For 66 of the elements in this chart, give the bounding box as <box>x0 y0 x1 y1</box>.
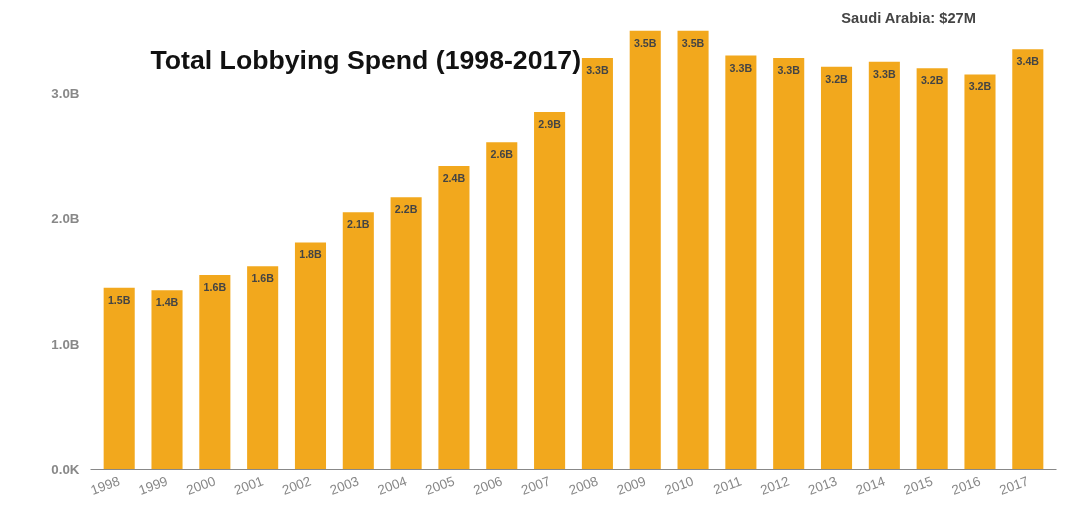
data-label: 3.3B <box>729 61 753 74</box>
data-label: 3.5B <box>633 36 657 49</box>
bar <box>677 30 709 470</box>
x-tick-label: 2017 <box>997 473 1031 498</box>
text: Saudi Arabia: $27M <box>841 9 976 26</box>
x-tick-label: 2008 <box>566 473 600 498</box>
data-label: 1.5B <box>107 293 131 306</box>
x-tick-label: 2000 <box>184 473 218 498</box>
bar <box>103 287 135 470</box>
bar <box>773 58 805 470</box>
data-label: 1.4B <box>155 296 179 309</box>
x-tick-label: 1999 <box>136 473 170 498</box>
bar <box>581 58 613 470</box>
bar <box>390 197 422 470</box>
bar <box>151 290 183 470</box>
bar <box>725 55 757 470</box>
x-tick-label: 2015 <box>901 473 935 498</box>
x-tick-label: 2012 <box>758 473 792 498</box>
data-label: 2.4B <box>442 171 466 184</box>
x-tick-label: 2004 <box>375 473 410 498</box>
data-label: 2.2B <box>394 203 418 216</box>
bar <box>247 266 279 470</box>
bar <box>820 66 853 470</box>
bar <box>438 165 470 470</box>
x-tick-label: 2006 <box>471 473 505 498</box>
bar <box>294 242 327 470</box>
bar <box>342 212 374 470</box>
y-tick-label: 3.0B <box>51 85 80 101</box>
bar <box>916 68 948 470</box>
data-label: 1.6B <box>203 281 227 294</box>
bar <box>964 74 996 470</box>
data-label: 2.6B <box>490 148 514 161</box>
y-tick-label: 0.0K <box>51 462 80 477</box>
data-label: 3.4B <box>1016 55 1040 68</box>
data-label: 1.8B <box>299 248 323 261</box>
x-tick-label: 2002 <box>280 473 314 498</box>
x-tick-label: 2009 <box>614 473 648 498</box>
x-tick-label: 2016 <box>949 473 983 498</box>
bar <box>534 112 566 470</box>
data-label: 3.3B <box>586 64 609 77</box>
x-tick-label: 2001 <box>232 473 266 498</box>
bar <box>1012 49 1044 470</box>
data-label: 3.2B <box>825 72 849 85</box>
bar <box>629 30 661 470</box>
y-tick-label: 2.0B <box>51 211 80 227</box>
y-tick-label: 1.0B <box>51 336 80 352</box>
bar <box>486 142 518 470</box>
data-label: 2.9B <box>538 118 562 131</box>
x-tick-label: 1998 <box>88 473 122 498</box>
data-label: 3.3B <box>873 67 896 80</box>
data-label: 1.6B <box>251 272 275 285</box>
x-tick-label: 2003 <box>327 473 361 498</box>
bar <box>868 61 900 470</box>
x-tick-label: 2014 <box>853 473 888 498</box>
x-tick-label: 2005 <box>423 473 457 498</box>
data-label: 3.2B <box>968 80 992 93</box>
text: Total Lobbying Spend (1998-2017) <box>150 44 582 75</box>
x-tick-label: 2013 <box>806 473 840 498</box>
x-tick-label: 2011 <box>711 473 744 498</box>
data-label: 3.3B <box>777 64 801 77</box>
data-label: 3.2B <box>920 74 944 87</box>
bar <box>199 275 231 470</box>
data-label: 2.1B <box>347 218 370 231</box>
x-tick-label: 2010 <box>662 473 696 498</box>
x-tick-label: 2007 <box>519 473 553 498</box>
data-label: 3.5B <box>681 36 705 49</box>
